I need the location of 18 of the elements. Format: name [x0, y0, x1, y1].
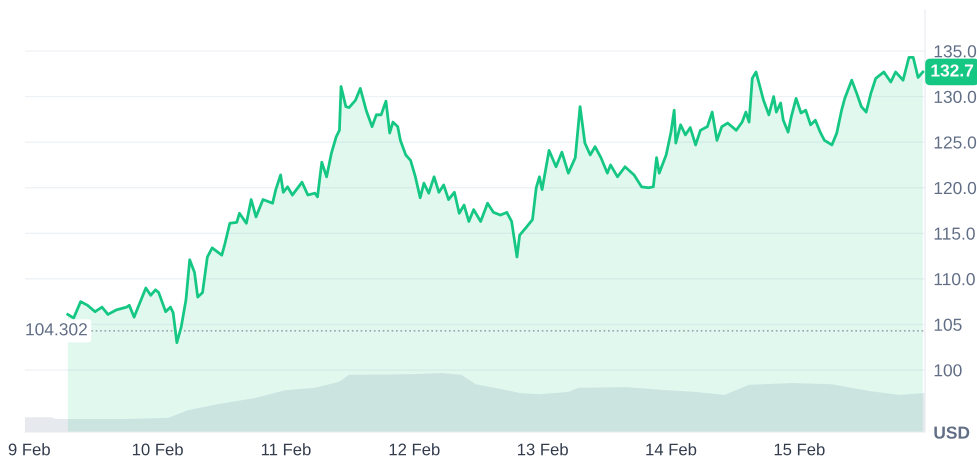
x-tick-label: 12 Feb [390, 443, 440, 456]
x-tick-label: 13 Feb [518, 443, 568, 456]
y-tick-label: 125.0 [934, 136, 976, 149]
x-tick-label: 15 Feb [774, 443, 825, 456]
annotation: 132.7 [931, 64, 974, 77]
y-tick-label: 130.0 [934, 90, 976, 104]
y-tick-label: 110.0 [934, 273, 975, 286]
ref-line-label: 104.302 [26, 323, 87, 336]
x-tick-label: 9 Feb [8, 443, 50, 456]
x-tick-label: 14 Feb [646, 443, 696, 456]
y-axis-title: USD [934, 426, 970, 439]
x-tick-label: 10 Feb [132, 443, 183, 456]
y-tick-label: 135.0 [934, 45, 976, 58]
x-tick-label: 11 Feb [262, 443, 311, 456]
y-tick-label: 105 [934, 318, 962, 331]
y-tick-label: 120.0 [934, 182, 976, 194]
y-tick-label: 100 [934, 364, 962, 376]
y-tick-label: 115.0 [934, 227, 975, 240]
